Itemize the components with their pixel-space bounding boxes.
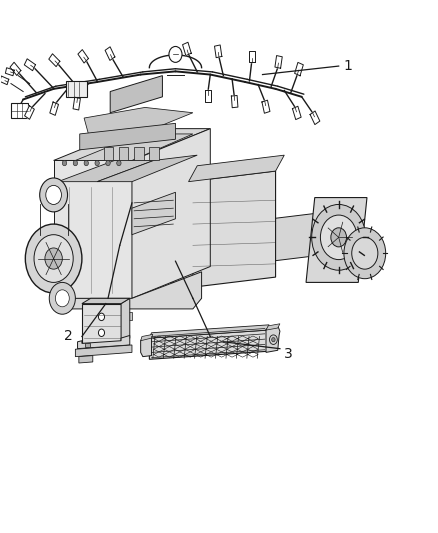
Bar (134, 147, 144, 160)
Polygon shape (110, 76, 162, 113)
Bar (85, 343, 90, 347)
Bar (104, 147, 113, 160)
Polygon shape (110, 312, 132, 319)
Circle shape (344, 228, 386, 279)
Polygon shape (75, 345, 132, 357)
Circle shape (84, 160, 88, 166)
Polygon shape (141, 335, 152, 357)
Circle shape (73, 160, 78, 166)
Polygon shape (188, 171, 276, 288)
Polygon shape (82, 304, 121, 343)
Circle shape (272, 337, 275, 342)
Circle shape (331, 228, 346, 247)
Polygon shape (53, 160, 132, 298)
Polygon shape (49, 54, 60, 67)
Circle shape (34, 235, 73, 282)
Polygon shape (132, 192, 176, 235)
Bar (119, 147, 128, 160)
Polygon shape (149, 325, 269, 338)
Bar (149, 147, 159, 160)
Polygon shape (295, 62, 303, 76)
Bar (11, 103, 28, 118)
Polygon shape (84, 108, 193, 134)
Polygon shape (5, 68, 14, 76)
Polygon shape (78, 335, 130, 349)
Polygon shape (275, 55, 282, 68)
Text: 2: 2 (64, 329, 73, 343)
Polygon shape (82, 298, 130, 304)
Polygon shape (25, 106, 34, 119)
Polygon shape (293, 106, 301, 119)
Polygon shape (262, 100, 270, 113)
Polygon shape (0, 76, 9, 85)
Circle shape (46, 185, 61, 205)
Polygon shape (310, 111, 320, 125)
Circle shape (352, 237, 378, 269)
Circle shape (40, 178, 67, 212)
Polygon shape (97, 155, 197, 182)
Polygon shape (271, 214, 315, 261)
Circle shape (117, 160, 121, 166)
Circle shape (269, 335, 277, 344)
Circle shape (45, 248, 62, 269)
Polygon shape (167, 192, 193, 282)
Polygon shape (121, 298, 130, 343)
Circle shape (55, 290, 69, 307)
Polygon shape (53, 128, 210, 160)
Polygon shape (141, 334, 153, 341)
Polygon shape (80, 123, 176, 150)
Polygon shape (132, 128, 210, 298)
Circle shape (99, 313, 105, 320)
Text: 3: 3 (284, 347, 293, 361)
Polygon shape (58, 160, 154, 182)
Text: 1: 1 (343, 59, 352, 73)
Polygon shape (79, 356, 93, 363)
Circle shape (321, 215, 357, 260)
Circle shape (62, 160, 67, 166)
Polygon shape (10, 62, 21, 76)
Polygon shape (215, 45, 222, 58)
Polygon shape (205, 91, 211, 102)
Polygon shape (75, 134, 193, 160)
Circle shape (312, 205, 366, 270)
Polygon shape (58, 272, 201, 309)
Circle shape (49, 282, 75, 314)
Polygon shape (231, 95, 238, 108)
Polygon shape (78, 50, 88, 63)
Circle shape (169, 46, 182, 62)
Circle shape (106, 160, 110, 166)
Polygon shape (24, 59, 35, 71)
Polygon shape (50, 102, 59, 115)
Circle shape (25, 224, 82, 293)
Polygon shape (73, 98, 81, 110)
Polygon shape (105, 47, 115, 60)
Circle shape (95, 160, 99, 166)
Polygon shape (249, 51, 254, 62)
Polygon shape (188, 155, 284, 182)
Bar (66, 81, 87, 97)
Polygon shape (266, 326, 280, 352)
Polygon shape (149, 330, 267, 359)
Polygon shape (266, 324, 280, 330)
Polygon shape (183, 42, 191, 55)
Polygon shape (306, 198, 367, 282)
Circle shape (99, 329, 105, 336)
